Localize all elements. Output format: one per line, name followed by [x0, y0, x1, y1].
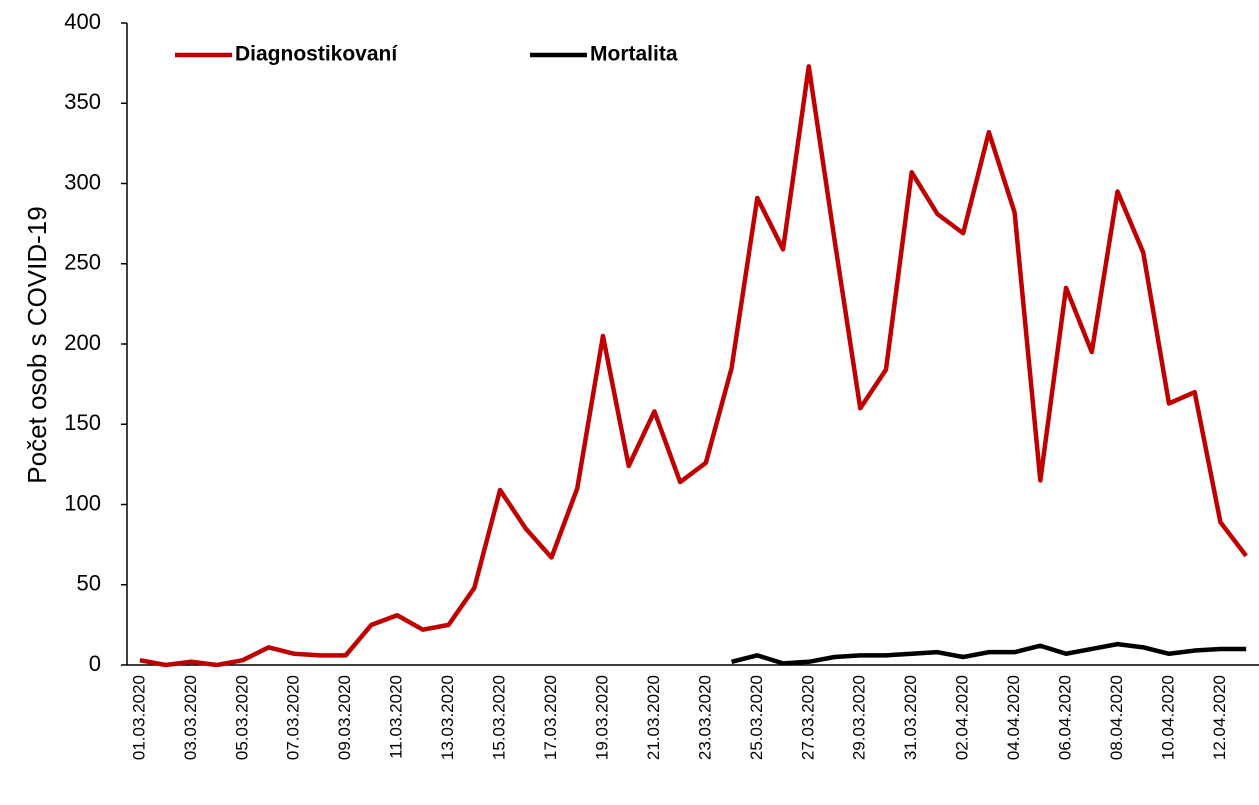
series-line [139, 64, 1248, 668]
x-tick-label: 07.03.2020 [284, 675, 303, 760]
y-tick-label: 350 [64, 89, 101, 114]
x-tick-label: 03.03.2020 [181, 675, 200, 760]
x-tick-label: 01.03.2020 [129, 675, 148, 760]
y-tick-label: 50 [77, 571, 101, 596]
x-tick-label: 19.03.2020 [592, 675, 611, 760]
y-tick-label: 100 [64, 490, 101, 515]
y-tick-label: 400 [64, 9, 101, 34]
x-tick-label: 10.04.2020 [1158, 675, 1177, 760]
y-axis-title: Počet osob s COVID-19 [22, 206, 52, 483]
x-tick-label: 25.03.2020 [747, 675, 766, 760]
x-tick-label: 23.03.2020 [695, 675, 714, 760]
x-tick-label: 05.03.2020 [232, 675, 251, 760]
x-tick-label: 17.03.2020 [541, 675, 560, 760]
x-tick-label: 04.04.2020 [1004, 675, 1023, 760]
y-tick-label: 150 [64, 410, 101, 435]
x-tick-label: 31.03.2020 [901, 675, 920, 760]
legend-label: Diagnostikovaní [235, 43, 398, 66]
y-tick-label: 300 [64, 169, 101, 194]
x-tick-label: 02.04.2020 [953, 675, 972, 760]
x-tick-label: 29.03.2020 [850, 675, 869, 760]
x-tick-label: 27.03.2020 [798, 675, 817, 760]
y-tick-label: 0 [89, 651, 101, 676]
x-tick-label: 08.04.2020 [1107, 675, 1126, 760]
y-tick-label: 250 [64, 250, 101, 275]
series-line [731, 641, 1247, 666]
x-tick-label: 09.03.2020 [335, 675, 354, 760]
x-tick-label: 06.04.2020 [1056, 675, 1075, 760]
x-tick-label: 15.03.2020 [490, 675, 509, 760]
x-tick-label: 12.04.2020 [1210, 675, 1229, 760]
legend-label: Mortalita [590, 43, 678, 66]
y-tick-label: 200 [64, 330, 101, 355]
x-tick-label: 13.03.2020 [438, 675, 457, 760]
x-tick-label: 11.03.2020 [387, 675, 406, 759]
x-tick-label: 21.03.2020 [644, 675, 663, 760]
